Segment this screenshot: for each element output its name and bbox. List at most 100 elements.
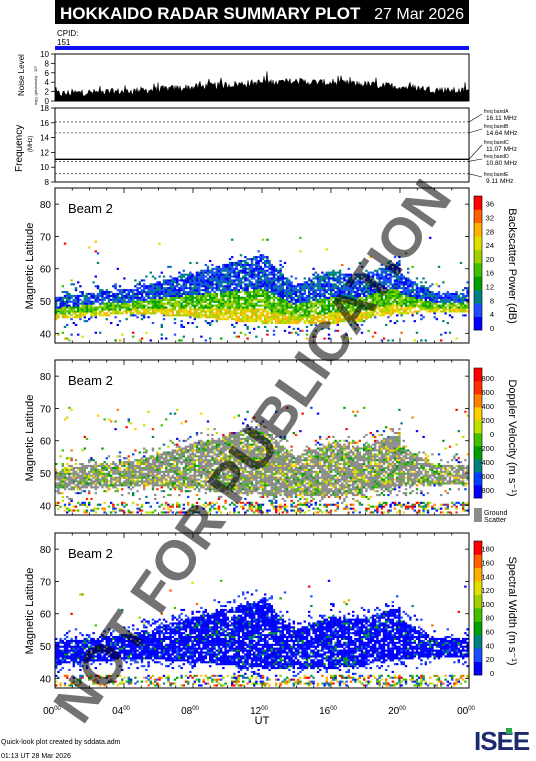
heatmap-cell — [176, 279, 179, 282]
heatmap-cell — [239, 269, 243, 272]
heatmap-cell — [250, 281, 254, 284]
heatmap-cell — [255, 335, 258, 338]
heatmap-cell — [264, 287, 267, 290]
heatmap-cell — [459, 302, 463, 305]
heatmap-cell — [70, 482, 73, 485]
heatmap-cell — [182, 296, 185, 299]
heatmap-cell — [396, 302, 399, 305]
heatmap-cell — [136, 464, 139, 467]
heatmap-cell — [391, 296, 394, 299]
heatmap-cell — [55, 300, 58, 303]
heatmap-cell — [246, 292, 249, 295]
heatmap-cell — [266, 287, 269, 290]
heatmap-cell — [116, 294, 119, 297]
heatmap-cell — [363, 275, 366, 278]
heatmap-cell — [305, 314, 309, 317]
heatmap-cell — [312, 333, 315, 336]
heatmap-cell — [138, 306, 141, 309]
heatmap-cell — [327, 308, 331, 311]
heatmap-cell — [202, 445, 205, 448]
heatmap-cell — [277, 269, 280, 272]
heatmap-cell — [349, 308, 353, 311]
heatmap-cell — [420, 298, 423, 301]
heatmap-cell — [178, 292, 181, 295]
heatmap-cell — [250, 283, 254, 286]
heatmap-cell — [404, 310, 408, 313]
heatmap-cell — [380, 269, 383, 272]
heatmap-cell — [127, 300, 130, 303]
heatmap-cell — [116, 408, 119, 411]
heatmap-cell — [110, 306, 113, 309]
heatmap-cell — [173, 308, 177, 311]
heatmap-cell — [248, 302, 251, 305]
heatmap-cell — [286, 312, 289, 315]
heatmap-cell — [198, 490, 201, 493]
heatmap-cell — [281, 283, 284, 286]
heatmap-cell — [378, 292, 381, 295]
heatmap-cell — [195, 449, 199, 452]
heatmap-cell — [358, 287, 361, 290]
heatmap-cell — [171, 302, 174, 305]
heatmap-cell — [191, 474, 194, 477]
heatmap-cell — [246, 300, 249, 303]
heatmap-cell — [211, 287, 214, 290]
heatmap-cell — [422, 277, 425, 280]
heatmap-cell — [101, 310, 104, 313]
heatmap-cell — [193, 441, 196, 444]
heatmap-cell — [279, 271, 282, 274]
heatmap-cell — [457, 294, 460, 297]
heatmap-cell — [189, 291, 192, 294]
heatmap-cell — [180, 470, 183, 473]
heatmap-cell — [411, 285, 414, 288]
heatmap-cell — [248, 275, 251, 278]
heatmap-cell — [151, 466, 155, 469]
heatmap-cell — [59, 302, 62, 305]
heatmap-cell — [393, 304, 397, 307]
heatmap-cell — [191, 445, 194, 448]
heatmap-cell — [387, 267, 390, 270]
heatmap-cell — [198, 298, 201, 301]
heatmap-cell — [180, 476, 183, 479]
heatmap-cell — [385, 292, 388, 295]
heatmap-cell — [136, 312, 139, 315]
heatmap-cell — [156, 472, 159, 475]
heatmap-cell — [396, 304, 399, 307]
heatmap-cell — [94, 464, 97, 467]
heatmap-cell — [286, 318, 289, 321]
heatmap-cell — [114, 420, 117, 423]
heatmap-cell — [138, 497, 141, 500]
heatmap-cell — [165, 312, 168, 315]
heatmap-cell — [176, 476, 179, 479]
heatmap-cell — [360, 316, 364, 319]
heatmap-cell — [266, 333, 269, 336]
heatmap-cell — [231, 306, 234, 309]
lat-tick-label: 40 — [40, 329, 52, 340]
heatmap-cell — [250, 269, 254, 272]
heatmap-cell — [195, 478, 199, 481]
heatmap-cell — [283, 291, 287, 294]
heatmap-cell — [224, 310, 227, 313]
heatmap-cell — [189, 466, 192, 469]
heatmap-cell — [279, 292, 282, 295]
heatmap-cell — [173, 480, 177, 483]
heatmap-cell — [180, 447, 183, 450]
heatmap-cell — [338, 300, 342, 303]
heatmap-cell — [338, 298, 342, 301]
heatmap-cell — [374, 314, 377, 317]
heatmap-cell — [114, 287, 117, 290]
heatmap-cell — [195, 292, 199, 295]
heatmap-cell — [184, 459, 188, 462]
heatmap-cell — [235, 302, 238, 305]
heatmap-cell — [180, 279, 183, 282]
heatmap-cell — [209, 314, 212, 317]
heatmap-cell — [200, 432, 203, 435]
heatmap-cell — [415, 304, 419, 307]
heatmap-cell — [365, 298, 368, 301]
heatmap-cell — [193, 480, 196, 483]
heatmap-cell — [187, 279, 190, 282]
heatmap-cell — [275, 312, 278, 315]
heatmap-cell — [68, 292, 71, 295]
heatmap-cell — [387, 281, 390, 284]
heatmap-cell — [343, 292, 346, 295]
heatmap-cell — [182, 451, 185, 454]
